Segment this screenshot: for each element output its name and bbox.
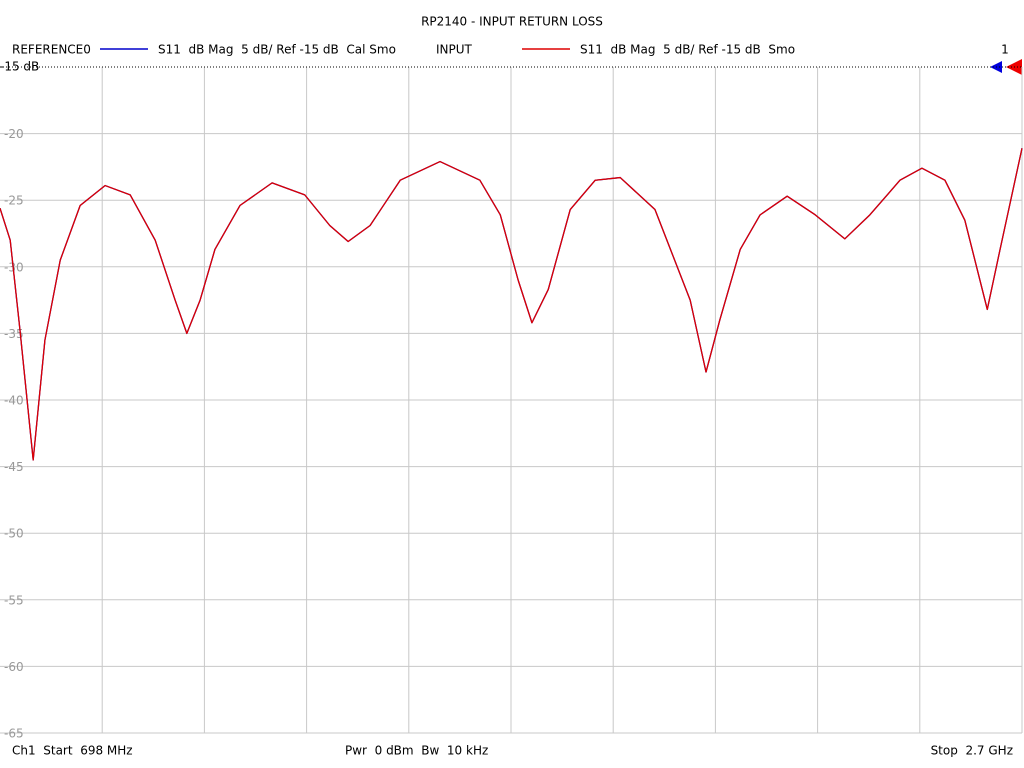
marker-label: 1	[1001, 43, 1009, 57]
chart-title: RP2140 - INPUT RETURN LOSS	[421, 15, 603, 29]
footer-start: Ch1 Start 698 MHz	[12, 744, 133, 758]
legend-name: REFERENCE0	[12, 43, 91, 57]
y-tick-label: -50	[4, 527, 24, 541]
y-tick-label: -35	[4, 327, 24, 341]
legend-name: INPUT	[436, 43, 473, 57]
series-line	[0, 148, 1023, 461]
y-tick-label: -45	[4, 460, 24, 474]
legend-format: S11 dB Mag 5 dB/ Ref -15 dB Smo	[580, 43, 795, 57]
legend-format: S11 dB Mag 5 dB/ Ref -15 dB Cal Smo	[158, 43, 396, 57]
y-tick-label: -65	[4, 727, 24, 741]
footer-center: Pwr 0 dBm Bw 10 kHz	[345, 744, 488, 758]
y-tick-label: -60	[4, 660, 24, 674]
footer-stop: Stop 2.7 GHz	[931, 744, 1013, 758]
y-tick-label: -55	[4, 593, 24, 607]
y-tick-label: -25	[4, 194, 24, 208]
y-tick-label: -20	[4, 127, 24, 141]
y-tick-label: -40	[4, 394, 24, 408]
y-tick-label: -15 dB	[0, 60, 39, 74]
